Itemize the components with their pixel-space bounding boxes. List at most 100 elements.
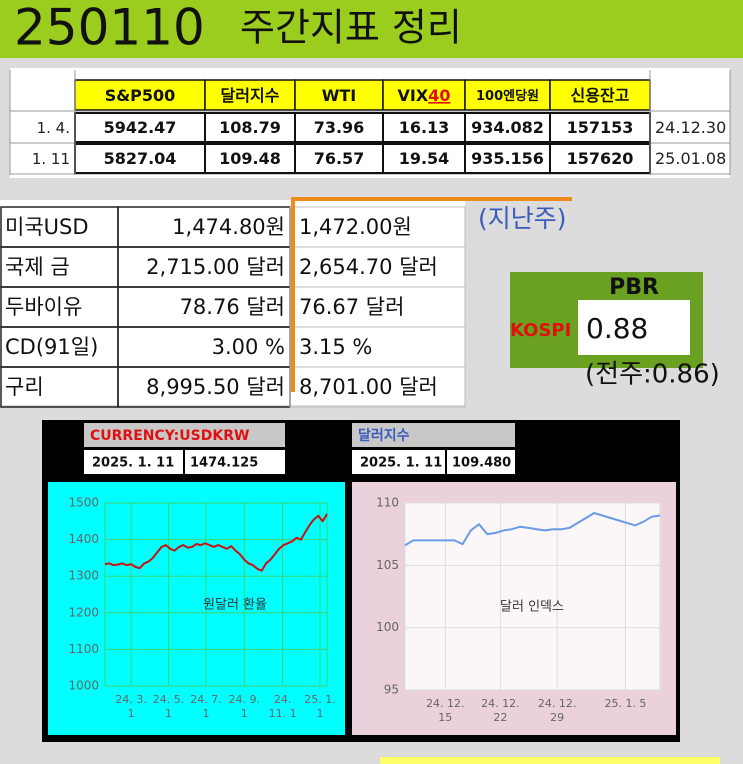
cell-value: 5827.04 xyxy=(104,149,177,168)
header-text: VIX40 xyxy=(398,86,451,105)
row-note: 25.01.08 xyxy=(655,149,726,168)
table2-bg xyxy=(0,200,465,405)
y-tick-label: 1500 xyxy=(68,496,99,510)
header-label: VIX xyxy=(398,86,429,105)
x-tick-label: 24. 9. xyxy=(229,693,261,706)
chart-latest: 109.480 xyxy=(452,456,511,471)
y-tick-label: 110 xyxy=(376,496,399,510)
y-tick-label: 1400 xyxy=(68,532,99,546)
title-bar xyxy=(0,0,743,58)
header-cell xyxy=(549,79,651,111)
data-cell xyxy=(464,143,551,174)
current-value: 2,715.00 달러 xyxy=(146,255,285,279)
title-cell xyxy=(352,423,515,447)
x-tick-label: 24. 12. xyxy=(538,697,576,710)
cell-value: 157620 xyxy=(567,149,634,168)
x-tick-label: 1 xyxy=(128,707,135,720)
row-label: CD(91일) xyxy=(5,335,98,359)
previous-cell xyxy=(289,366,466,408)
last-week-label: (지난주) xyxy=(478,204,567,233)
header-label: 100엔당원 xyxy=(476,88,539,104)
x-tick-label: 24. 12. xyxy=(481,697,519,710)
x-tick-label: 25. 1. 5 xyxy=(604,697,646,710)
chart-label: 원달러 환율 xyxy=(203,598,267,613)
y-tick-label: 1200 xyxy=(68,605,99,619)
x-tick-label: 1 xyxy=(202,707,209,720)
header-label: 신용잔고 xyxy=(571,86,630,105)
row-label: 미국USD xyxy=(5,215,89,239)
header-label: S&P500 xyxy=(105,86,176,105)
date-cell xyxy=(84,450,183,474)
cell-value: 76.57 xyxy=(314,149,365,168)
previous-value: 2,654.70 달러 xyxy=(299,255,438,279)
x-tick-label: 15 xyxy=(438,711,452,724)
header-text: WTI xyxy=(322,86,357,105)
divider xyxy=(291,197,572,392)
current-value: 1,474.80원 xyxy=(172,215,285,239)
previous-value: 8,701.00 달러 xyxy=(299,375,438,399)
date-cell xyxy=(352,450,445,474)
row-label: 1. 4. xyxy=(37,119,70,137)
row-label: 구리 xyxy=(5,375,44,399)
title-text: 주간지표 정리 xyxy=(240,6,462,50)
x-tick-label: 25. 1. xyxy=(304,693,336,706)
data-cell xyxy=(204,143,296,174)
y-tick-label: 105 xyxy=(376,558,399,572)
bottom-bar xyxy=(380,757,720,764)
cell-value: 73.96 xyxy=(314,118,365,137)
cell-value: 934.082 xyxy=(471,118,544,137)
plot-area xyxy=(104,502,328,687)
line xyxy=(404,512,661,547)
cell-value: 935.156 xyxy=(471,149,544,168)
row-label: 두바이유 xyxy=(5,295,82,319)
row-label: 국제 금 xyxy=(5,255,70,279)
plot-area xyxy=(404,502,661,691)
header-cell xyxy=(204,79,296,111)
x-tick-label: 24. 3. xyxy=(115,693,147,706)
pbr-market: KOSPI xyxy=(510,320,571,341)
y-tick-label: 1300 xyxy=(68,569,99,583)
chart-latest: 1474.125 xyxy=(190,456,258,471)
previous-value: 1,472.00원 xyxy=(299,215,412,239)
x-tick-label: 1 xyxy=(241,707,248,720)
current-value: 8,995.50 달러 xyxy=(146,375,285,399)
row-note: 24.12.30 xyxy=(655,118,726,137)
y-tick-label: 95 xyxy=(384,683,399,697)
cell-value: 5942.47 xyxy=(104,118,177,137)
cell-value: 108.79 xyxy=(219,118,281,137)
title-cell xyxy=(84,423,285,447)
current-value: 78.76 달러 xyxy=(180,295,285,319)
row-label: 1. 11 xyxy=(32,150,70,168)
y-tick-label: 1100 xyxy=(68,642,99,656)
header-label: WTI xyxy=(322,86,357,105)
latest-cell xyxy=(447,450,515,474)
chart-title: CURRENCY:USDKRW xyxy=(90,428,249,444)
header-text: S&P500 xyxy=(105,86,176,105)
data-cell xyxy=(382,112,466,143)
header-label: 달러지수 xyxy=(221,86,280,105)
x-tick-label: 1 xyxy=(317,707,324,720)
x-tick-label: 24. 12. xyxy=(426,697,464,710)
x-tick-label: 22 xyxy=(493,711,507,724)
x-tick-label: 11. 1 xyxy=(269,707,297,720)
pbr-value-box xyxy=(578,300,690,355)
header-text: 신용잔고 xyxy=(571,86,630,105)
header-cell xyxy=(382,79,466,111)
cell-value: 157153 xyxy=(567,118,634,137)
y-tick-label: 1000 xyxy=(68,679,99,693)
previous-value: 76.67 달러 xyxy=(299,295,404,319)
header-text: 100엔당원 xyxy=(476,88,539,104)
header-text: 달러지수 xyxy=(221,86,280,105)
data-cell xyxy=(74,143,206,174)
y-tick-label: 100 xyxy=(376,620,399,634)
data-cell xyxy=(294,143,384,174)
data-cell xyxy=(204,112,296,143)
x-tick-label: 1 xyxy=(165,707,172,720)
chart-date: 2025. 1. 11 xyxy=(92,456,174,471)
cell-value: 19.54 xyxy=(399,149,450,168)
data-cell xyxy=(382,143,466,174)
previous-value: 3.15 % xyxy=(299,335,372,359)
line xyxy=(104,513,328,572)
